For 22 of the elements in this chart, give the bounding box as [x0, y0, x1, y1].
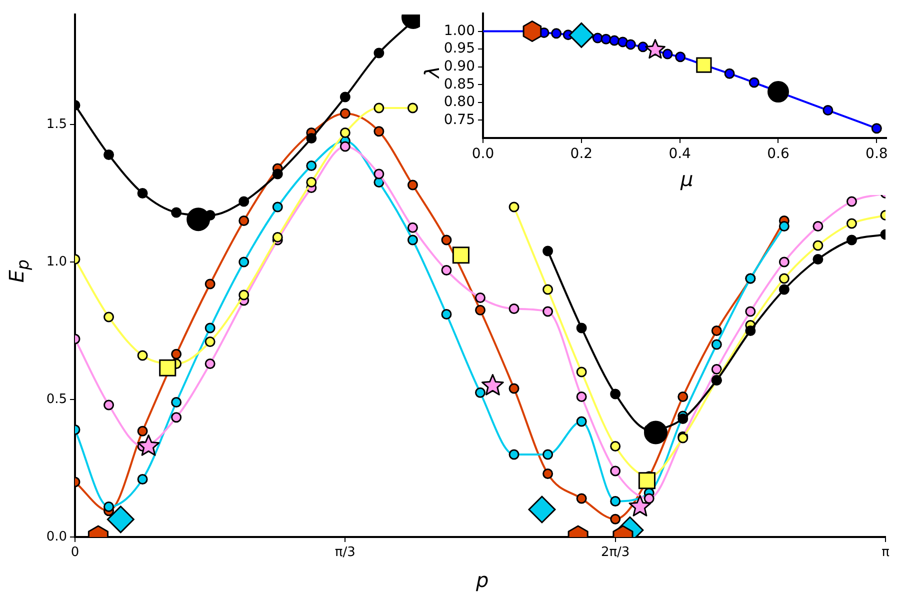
x-tick-label: 0.6 [767, 146, 790, 162]
y-tick-label: 0.5 [46, 392, 67, 407]
y-tick-label: 0.80 [444, 94, 475, 110]
x-axis-title: μ [680, 167, 694, 191]
y-tick-label: 0.75 [444, 112, 475, 128]
y-tick-label: 0.90 [444, 58, 475, 74]
y-tick-label: 0.85 [444, 76, 475, 92]
x-axis-title: p [476, 568, 489, 592]
x-tick-label: 0.2 [570, 146, 593, 162]
x-tick-label: 0.0 [472, 146, 494, 162]
x-tick-label: 0 [70, 545, 80, 560]
y-tick-label: 1.00 [444, 22, 475, 39]
x-tick-label: 0.4 [668, 146, 692, 162]
y-tick-label: 0.95 [444, 40, 475, 57]
y-axis-title: λ [420, 66, 444, 78]
y-tick-label: 1.0 [46, 254, 67, 270]
x-tick-label: 0.8 [866, 146, 888, 162]
x-tick-label: π/3 [334, 545, 356, 560]
x-tick-label: 2π/3 [600, 545, 630, 560]
y-tick-label: 1.5 [46, 116, 67, 132]
y-tick-label: 0.0 [46, 529, 67, 544]
x-tick-label: π [882, 545, 890, 560]
